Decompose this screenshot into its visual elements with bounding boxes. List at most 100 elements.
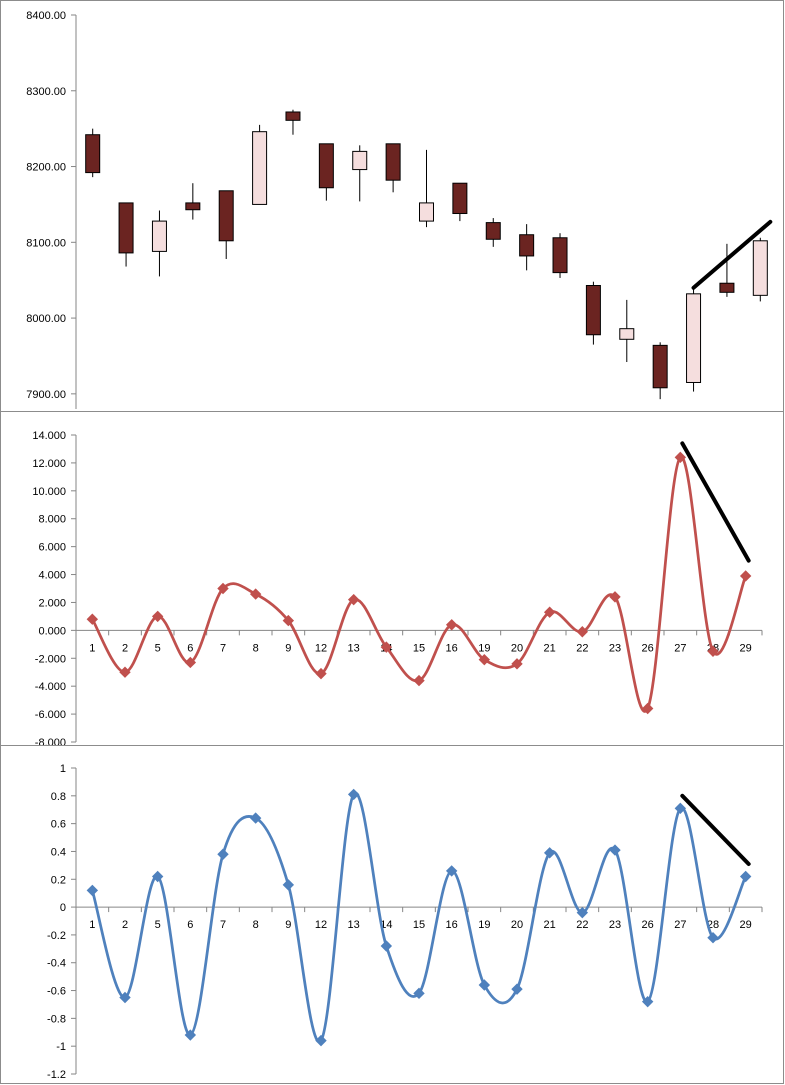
y-tick-label: -0.8 <box>47 1013 66 1025</box>
y-tick-label: 2.000 <box>38 597 66 609</box>
y-tick-label: 8300.00 <box>26 86 66 98</box>
x-tick-label: 2 <box>122 642 128 654</box>
x-tick-label: 6 <box>187 919 193 931</box>
series-marker <box>347 593 360 606</box>
candle-body <box>619 328 635 340</box>
series-marker <box>511 983 523 995</box>
y-tick-label: -6.000 <box>35 709 66 721</box>
y-tick-label: 0.6 <box>51 819 66 831</box>
series-marker <box>86 613 99 625</box>
blue-line-chart: -1.2 -1 -0.8 -0.6 -0.4 -0.2 0 0.2 0.4 0.6 0.8 1 1 2 5 6… <box>47 763 763 1081</box>
series-marker <box>674 802 687 815</box>
series-marker <box>576 626 589 638</box>
x-tick-label: 29 <box>740 642 752 654</box>
y-tick-label: 4.000 <box>38 570 66 582</box>
candle-body <box>385 143 401 181</box>
series-marker <box>380 940 393 952</box>
series-marker <box>641 702 654 715</box>
series-line <box>91 455 747 713</box>
y-tick-label: -8.000 <box>35 737 66 747</box>
y-tick-label: 0.8 <box>51 791 66 803</box>
candlestick-chart-panel: 7900.00 8000.00 8100.00 8200.00 8300.00 8400.… <box>0 0 784 412</box>
x-tick-label: 26 <box>642 642 654 654</box>
x-tick-label: 7 <box>220 919 226 931</box>
y-tick-label: 7900.00 <box>26 389 66 401</box>
y-tick-label: 0.4 <box>51 846 66 858</box>
candlestick-chart: 7900.00 8000.00 8100.00 8200.00 8300.00 8400.… <box>26 10 773 409</box>
x-tick-label: 19 <box>478 642 490 654</box>
series-marker <box>249 812 262 824</box>
x-tick-label: 27 <box>674 919 686 931</box>
series-marker <box>445 619 458 631</box>
series-marker <box>217 848 229 860</box>
y-tick-label: -1 <box>56 1041 66 1053</box>
x-tick-label: 20 <box>511 919 523 931</box>
series-marker <box>315 667 327 680</box>
series-marker <box>315 1034 327 1047</box>
y-tick-label: 0.2 <box>51 874 66 886</box>
series-marker <box>543 847 556 859</box>
candle-body <box>419 202 434 222</box>
series-marker <box>674 451 687 464</box>
series-marker <box>151 870 164 883</box>
x-tick-label: 7 <box>220 642 226 654</box>
y-tick-label: 0.000 <box>38 625 66 637</box>
x-tick-label: 8 <box>253 919 259 931</box>
series-marker <box>641 995 654 1008</box>
red-line-chart: -8.000 -6.000 -4.000 -2.000 0.000 2.000 4.000 6… <box>32 430 763 747</box>
series-marker <box>478 653 491 666</box>
candle-body <box>552 237 568 274</box>
x-tick-label: 5 <box>155 919 161 931</box>
series-marker <box>86 884 99 897</box>
series-marker <box>184 656 197 669</box>
x-tick-label: 27 <box>674 642 686 654</box>
x-tick-label: 9 <box>285 919 291 931</box>
x-tick-label: 19 <box>478 919 490 931</box>
y-tick-label: 8.000 <box>38 514 66 526</box>
candle-body <box>485 222 501 240</box>
x-tick-label: 8 <box>253 642 259 654</box>
candle-body <box>686 293 702 383</box>
series-marker <box>609 844 621 856</box>
series-marker <box>739 870 752 883</box>
y-tick-label: -0.4 <box>47 958 66 970</box>
y-tick-label: 8200.00 <box>26 162 66 174</box>
series-marker <box>739 570 752 582</box>
x-tick-label: 16 <box>446 642 458 654</box>
y-tick-label: -0.6 <box>47 986 66 998</box>
series-marker <box>217 582 229 595</box>
candle-body <box>352 150 368 171</box>
candle-body <box>252 131 268 205</box>
y-tick-label: -0.2 <box>47 930 66 942</box>
series-marker <box>184 1029 197 1041</box>
red-line-chart-panel: -8.000 -6.000 -4.000 -2.000 0.000 2.000 4.000 6… <box>0 411 784 747</box>
candle-body <box>519 234 535 257</box>
y-tick-label: -1.2 <box>47 1069 66 1081</box>
series-marker <box>576 906 589 919</box>
x-tick-label: 5 <box>155 642 161 654</box>
candle-body <box>452 182 468 215</box>
x-tick-label: 12 <box>315 919 327 931</box>
y-tick-label: 0 <box>60 902 66 914</box>
x-tick-label: 2 <box>122 919 128 931</box>
candle-body <box>151 220 167 252</box>
x-tick-label: 6 <box>187 642 193 654</box>
series-marker <box>413 987 425 1000</box>
candle-body <box>652 344 668 389</box>
candle-body <box>218 190 234 242</box>
x-tick-label: 29 <box>740 919 752 931</box>
blue-line-chart-panel: -1.2 -1 -0.8 -0.6 -0.4 -0.2 0 0.2 0.4 0.6 0.8 1 1 2 5 6… <box>0 745 784 1084</box>
series-marker <box>249 588 262 600</box>
x-tick-label: 20 <box>511 642 523 654</box>
y-tick-label: 1 <box>60 763 66 775</box>
x-tick-label: 22 <box>576 919 588 931</box>
x-tick-label: 13 <box>348 919 360 931</box>
candle-body <box>752 240 768 296</box>
x-tick-label: 13 <box>348 642 360 654</box>
series-marker <box>445 865 458 877</box>
y-tick-label: 12.000 <box>32 458 66 470</box>
y-tick-label: -4.000 <box>35 681 66 693</box>
x-tick-label: 9 <box>285 642 291 654</box>
series-marker <box>347 788 360 801</box>
x-tick-label: 1 <box>89 642 95 654</box>
